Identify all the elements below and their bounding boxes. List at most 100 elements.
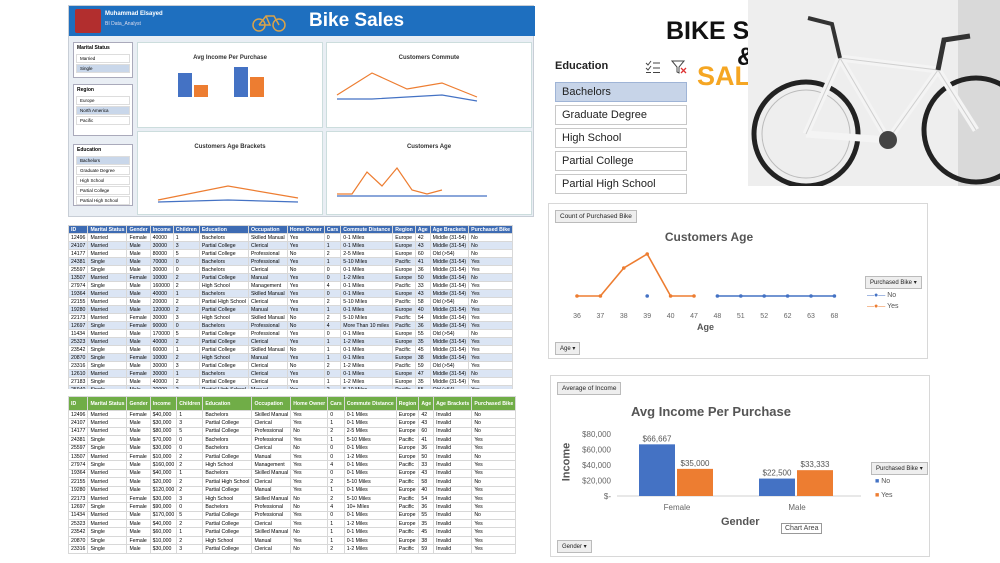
table-cell: 43 [418, 418, 435, 428]
table-cell: 1 [323, 241, 342, 250]
column-header[interactable]: Education [198, 225, 249, 234]
table-cell: 1 [323, 353, 342, 362]
mini-chart-income[interactable]: Avg Income Per Purchase [137, 42, 323, 128]
table-cell: Partial College [198, 337, 249, 346]
education-slicer[interactable]: Education Bachelors Graduate Degree High… [553, 58, 690, 195]
table-cell: Management [251, 460, 292, 470]
column-header[interactable]: Income [149, 396, 178, 411]
table-cell: 5-10 Miles [343, 435, 397, 445]
education-item-graduate-degree[interactable]: Graduate Degree [555, 105, 687, 125]
count-field-button[interactable]: Count of Purchased Bike [555, 210, 637, 223]
column-header[interactable]: Age [414, 225, 431, 234]
column-header[interactable]: Age Brackets [429, 225, 470, 234]
slicer-item[interactable]: Single [76, 64, 130, 73]
table-cell: Male [126, 345, 151, 354]
table-cell: 0-1 Miles [340, 305, 394, 314]
slicer-item[interactable]: Partial High School [76, 196, 130, 205]
table-cell: Bachelors [202, 443, 253, 453]
slicer-item[interactable]: Partial College [76, 186, 130, 195]
column-header[interactable]: Gender [126, 225, 151, 234]
table-cell: Female [126, 409, 151, 420]
legend-filter-button[interactable]: Purchased Bike ▾ [865, 276, 922, 289]
table-cell: 0 [172, 321, 200, 330]
data-label: $35,000 [681, 459, 710, 468]
column-header[interactable]: Gender [126, 396, 151, 411]
table-cell: 2 [172, 281, 200, 290]
column-header[interactable]: ID [68, 225, 89, 234]
column-header[interactable]: Home Owner [290, 396, 329, 411]
column-header[interactable]: Occupation [251, 396, 292, 411]
column-header[interactable]: Children [176, 396, 204, 411]
avg-income-chart[interactable]: Average of Income Avg Income Per Purchas… [550, 375, 930, 557]
column-header[interactable]: Income [149, 225, 174, 234]
column-header[interactable]: Commute Distance [340, 225, 394, 234]
customers-age-chart[interactable]: Count of Purchased Bike Customers Age 36… [548, 203, 928, 359]
slicer-item[interactable]: Europe [76, 96, 130, 105]
column-header[interactable]: Region [392, 225, 416, 234]
table-cell: $30,000 [149, 443, 178, 453]
slicer-item[interactable]: Bachelors [76, 156, 130, 165]
column-header[interactable]: Cars [327, 396, 345, 411]
table-cell: 25323 [68, 519, 89, 529]
column-header[interactable]: Age Brackets [433, 396, 473, 411]
column-header[interactable]: Marital Status [87, 225, 128, 234]
legend-item-no: ■ No [875, 478, 890, 485]
region-slicer[interactable]: Region Europe North America Pacific [73, 84, 133, 136]
table-cell: Middle (31-54) [429, 353, 470, 362]
mini-chart-commute[interactable]: Customers Commute [326, 42, 532, 128]
table-cell: Married [87, 485, 128, 495]
table-cell: Yes [286, 273, 325, 282]
table-cell: Yes [471, 443, 517, 453]
marital-slicer[interactable]: Marital Status Married Single [73, 42, 133, 78]
table-cell: Partial High School [198, 385, 249, 389]
table-cell: Pacific [395, 460, 420, 470]
education-item-partial-college[interactable]: Partial College [555, 151, 687, 171]
table-cell: Yes [471, 535, 517, 546]
slicer-item[interactable]: High School [76, 176, 130, 185]
education-item-high-school[interactable]: High School [555, 128, 687, 148]
clear-filter-icon[interactable] [671, 60, 687, 74]
column-header[interactable]: Purchased Bike [471, 396, 517, 411]
column-header[interactable]: Education [202, 396, 253, 411]
average-field-button[interactable]: Average of Income [557, 382, 622, 395]
axis-button-label: Age [560, 346, 571, 352]
legend-filter-button[interactable]: Purchased Bike ▾ [871, 462, 928, 475]
education-item-bachelors[interactable]: Bachelors [555, 82, 687, 102]
column-header[interactable]: ID [68, 396, 89, 411]
table-cell: 1 [327, 418, 345, 428]
slicer-item[interactable]: Graduate Degree [76, 166, 130, 175]
column-header[interactable]: Commute Distance [343, 396, 397, 411]
column-header[interactable]: Purchased Bike [468, 225, 514, 234]
mini-chart-age-brackets[interactable]: Customers Age Brackets [137, 131, 323, 215]
age-axis-button[interactable]: Age ▾ [555, 342, 581, 355]
education-item-partial-high-school[interactable]: Partial High School [555, 174, 687, 194]
slicer-item[interactable]: North America [76, 106, 130, 115]
column-header[interactable]: Cars [323, 225, 342, 234]
slicer-item[interactable]: Married [76, 54, 130, 63]
column-header[interactable]: Occupation [247, 225, 288, 234]
table-cell: 5-10 Miles [340, 313, 394, 322]
slicer-item[interactable]: Pacific [76, 116, 130, 125]
column-header[interactable]: Marital Status [87, 396, 128, 411]
table-cell: Manual [251, 485, 292, 495]
table-cell: Male [126, 519, 151, 529]
column-header[interactable]: Region [395, 396, 420, 411]
education-mini-slicer[interactable]: Education Bachelors Graduate Degree High… [73, 144, 133, 206]
table-cell: 0-1 Miles [340, 281, 394, 290]
column-header[interactable]: Home Owner [286, 225, 325, 234]
table-cell: 4 [327, 502, 345, 512]
gender-axis-button[interactable]: Gender ▾ [557, 540, 592, 553]
column-header[interactable]: Age [418, 396, 435, 411]
table-cell: 2-5 Miles [343, 426, 397, 437]
table-row: 20870 Single Female $10,000 2 High School Manu… [68, 535, 517, 546]
column-header[interactable]: Children [172, 225, 200, 234]
table-cell: 36 [414, 265, 431, 274]
table-cell: Europe [395, 451, 420, 462]
data-label: $66,667 [643, 434, 672, 443]
table-cell: No [286, 313, 325, 322]
table-cell: 23316 [68, 361, 89, 370]
table-cell: 5-10 Miles [340, 385, 394, 389]
table-cell: Yes [286, 337, 325, 346]
multi-select-icon[interactable] [645, 60, 661, 74]
mini-chart-age[interactable]: Customers Age [326, 131, 532, 215]
